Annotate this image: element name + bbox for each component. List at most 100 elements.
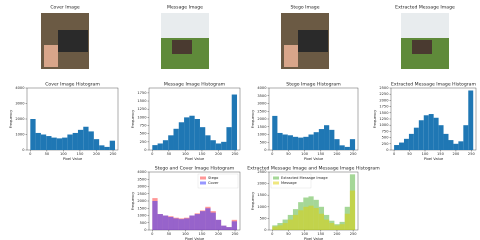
histogram-bar xyxy=(324,219,330,230)
y-tick-label: 2500 xyxy=(379,86,389,90)
histogram-bar xyxy=(308,134,314,150)
y-tick-label: 500 xyxy=(140,221,148,225)
legend-swatch xyxy=(273,181,279,185)
histogram-bar xyxy=(205,208,211,230)
y-axis-label: Frequency xyxy=(131,191,135,210)
histogram-bar xyxy=(313,132,319,150)
histogram-bar xyxy=(339,145,345,150)
y-tick-label: 3000 xyxy=(15,102,25,106)
legend-label: Extracted Message Image xyxy=(281,176,328,180)
histogram-bar xyxy=(88,131,94,150)
x-tick-label: 250 xyxy=(232,152,240,156)
histogram-bar xyxy=(303,206,309,230)
x-tick-label: 200 xyxy=(215,232,223,236)
x-tick-label: 100 xyxy=(301,152,309,156)
histogram-bar xyxy=(428,114,434,150)
y-tick-label: 1500 xyxy=(257,125,267,129)
legend-swatch xyxy=(273,176,279,180)
x-tick-label: 200 xyxy=(93,152,101,156)
histogram-bar xyxy=(83,126,89,150)
y-tick-label: 1000 xyxy=(257,133,267,137)
x-tick-label: 150 xyxy=(199,232,207,236)
histogram-bar xyxy=(56,138,63,150)
x-tick-label: 0 xyxy=(29,152,32,156)
histogram-bar xyxy=(298,137,304,150)
x-tick-label: 250 xyxy=(232,232,240,236)
x-tick-label: 200 xyxy=(452,152,460,156)
chart-title: Stego Image Histogram xyxy=(286,82,341,88)
histogram-bar xyxy=(30,119,36,150)
histogram-bar xyxy=(443,133,449,150)
chart-title: Cover Image Histogram xyxy=(45,82,100,88)
message-image xyxy=(161,13,209,69)
y-axis-label: Frequency xyxy=(9,109,13,128)
y-tick-label: 1000 xyxy=(257,205,267,209)
histogram-bar xyxy=(277,132,283,150)
y-tick-label: 0 xyxy=(264,228,267,232)
x-tick-label: 100 xyxy=(60,152,68,156)
x-axis-label: Pixel Value xyxy=(424,157,444,161)
histogram-bar xyxy=(339,224,345,230)
y-tick-label: 0 xyxy=(386,148,389,152)
histogram-bar xyxy=(399,142,404,150)
legend-label: Stego xyxy=(208,176,218,180)
y-tick-label: 4000 xyxy=(137,170,147,174)
y-tick-label: 3000 xyxy=(257,102,267,106)
histogram-bar xyxy=(394,145,400,150)
x-tick-label: 150 xyxy=(77,152,85,156)
x-tick-label: 0 xyxy=(271,152,274,156)
legend-box xyxy=(197,173,239,189)
x-axis-label: Pixel Value xyxy=(304,157,324,161)
x-tick-label: 0 xyxy=(271,232,274,236)
histogram-bar xyxy=(272,115,278,150)
histogram-bar xyxy=(453,143,459,150)
histogram-bar xyxy=(349,139,356,150)
histogram-bar xyxy=(221,225,227,230)
x-tick-label: 50 xyxy=(167,152,172,156)
image-panels: Cover Image Message Image Stego Image Ex… xyxy=(41,5,455,69)
y-tick-label: 4000 xyxy=(257,86,267,90)
stego-image xyxy=(281,13,329,69)
x-tick-label: 250 xyxy=(110,152,118,156)
y-tick-label: 2000 xyxy=(15,117,25,121)
y-tick-label: 3000 xyxy=(137,185,147,189)
y-tick-label: 2000 xyxy=(137,199,147,203)
histogram-bar xyxy=(418,120,424,150)
histogram-bar xyxy=(221,141,227,150)
histogram-bar xyxy=(423,115,429,150)
y-tick-label: 1750 xyxy=(379,105,389,109)
x-tick-label: 50 xyxy=(286,152,291,156)
x-tick-label: 100 xyxy=(301,232,309,236)
histogram-bar xyxy=(104,146,110,150)
x-tick-label: 50 xyxy=(167,232,172,236)
histogram-bar xyxy=(292,136,299,150)
histogram-bar xyxy=(67,134,73,150)
y-tick-label: 4000 xyxy=(15,86,25,90)
y-tick-label: 500 xyxy=(140,132,148,136)
y-tick-label: 2000 xyxy=(379,98,389,102)
histogram-bar xyxy=(329,129,335,150)
histogram-bar xyxy=(178,122,185,150)
x-axis-label: Pixel Value xyxy=(185,157,205,161)
y-axis-label: Frequency xyxy=(251,191,255,210)
image-title: Cover Image xyxy=(50,5,79,11)
histogram-bar xyxy=(99,145,105,150)
histogram-bar xyxy=(215,219,222,230)
y-tick-label: 3500 xyxy=(257,94,267,98)
x-axis-label: Pixel Value xyxy=(185,237,205,240)
histogram-bar xyxy=(463,125,469,150)
y-tick-label: 2500 xyxy=(257,170,267,174)
histogram-bar xyxy=(168,216,174,230)
histogram-bar xyxy=(189,115,195,150)
histogram-bar xyxy=(349,190,356,230)
histogram-bar xyxy=(413,127,419,150)
y-tick-label: 1750 xyxy=(137,91,147,95)
y-tick-label: 2500 xyxy=(257,109,267,113)
y-tick-label: 250 xyxy=(382,142,390,146)
histogram-bar xyxy=(194,214,200,230)
histogram-bar xyxy=(194,119,200,150)
histogram-bar xyxy=(468,90,474,150)
legend-swatch xyxy=(200,181,206,185)
legend-label: Cover xyxy=(208,181,219,185)
histogram-bar xyxy=(184,218,190,230)
